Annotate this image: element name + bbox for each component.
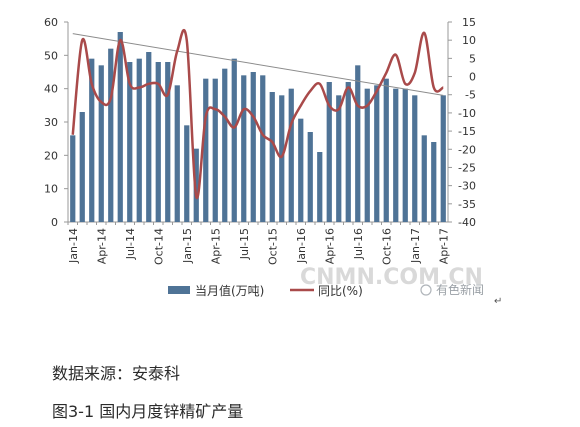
right-tick-label: -25 — [458, 161, 476, 174]
left-tick-label: 20 — [44, 149, 58, 162]
x-tick-label: Jul-16 — [352, 228, 365, 260]
right-tick-label: -10 — [458, 107, 476, 120]
bar — [336, 95, 342, 222]
bar — [79, 112, 85, 222]
right-tick-label: 10 — [462, 34, 476, 47]
x-tick-label: Apr-16 — [323, 228, 336, 264]
right-tick-label: -5 — [465, 89, 476, 102]
x-tick-label: Apr-17 — [437, 228, 450, 264]
bar-series — [70, 32, 446, 222]
right-tick-label: -35 — [458, 198, 476, 211]
x-tick-label: Oct-16 — [380, 228, 393, 265]
legend-bar-swatch — [168, 286, 190, 294]
bar — [212, 78, 218, 222]
legend-line-label: 同比(%) — [318, 284, 363, 298]
figure-caption: 图3-1 国内月度锌精矿产量 — [52, 402, 244, 421]
bar — [364, 88, 370, 222]
bar — [165, 62, 171, 222]
bar — [203, 78, 209, 222]
bar — [317, 152, 323, 222]
bar — [193, 148, 199, 222]
bar — [127, 62, 133, 222]
bar — [136, 58, 142, 222]
x-tick-label: Jul-15 — [238, 228, 251, 260]
return-mark: ↵ — [494, 296, 503, 307]
watermark-site: CNMN.COM.CN — [300, 265, 483, 290]
left-tick-label: 40 — [44, 83, 58, 96]
trendline — [72, 33, 444, 96]
yoy-line — [71, 29, 444, 200]
bar — [269, 92, 275, 222]
bar — [440, 95, 446, 222]
trendline-line — [72, 33, 444, 96]
bar — [431, 142, 437, 222]
right-tick-label: -15 — [458, 125, 476, 138]
x-tick-label: Oct-15 — [266, 228, 279, 265]
left-tick-label: 60 — [44, 16, 58, 29]
bar — [98, 65, 104, 222]
bar — [288, 88, 294, 222]
right-tick-label: -30 — [458, 180, 476, 193]
bar — [374, 85, 380, 222]
watermark-logo-icon — [420, 284, 432, 296]
line-series — [71, 29, 444, 200]
source-text: 数据来源：安泰科 — [52, 364, 181, 383]
bar — [383, 78, 389, 222]
x-tick-label: Jul-14 — [124, 228, 137, 260]
right-tick-label: -40 — [458, 216, 476, 229]
watermark: CNMN.COM.CN 有色新闻 — [300, 265, 484, 297]
bar — [70, 135, 76, 222]
bar — [241, 75, 247, 222]
bar — [222, 68, 228, 222]
bar — [421, 135, 427, 222]
legend-bar-label: 当月值(万吨) — [195, 283, 264, 298]
bar — [108, 48, 114, 222]
bar — [250, 72, 256, 222]
x-tick-label: Jan-14 — [67, 228, 80, 264]
bar — [146, 52, 152, 222]
bar — [89, 58, 95, 222]
right-tick-label: 5 — [469, 52, 476, 65]
bar — [279, 95, 285, 222]
left-tick-label: 50 — [44, 49, 58, 62]
bar — [184, 125, 190, 222]
bar — [260, 75, 266, 222]
bar — [402, 88, 408, 222]
legend: 当月值(万吨) 同比(%) — [168, 283, 363, 298]
bar — [174, 85, 180, 222]
right-tick-label: 0 — [469, 71, 476, 84]
bar — [231, 58, 237, 222]
left-tick-label: 0 — [51, 216, 58, 229]
bar — [298, 118, 304, 222]
x-tick-label: Apr-14 — [95, 228, 108, 264]
x-tick-label: Apr-15 — [209, 228, 222, 264]
bar — [326, 82, 332, 222]
bar — [307, 132, 313, 222]
x-tick-label: Jan-16 — [295, 228, 308, 264]
watermark-brand: 有色新闻 — [436, 282, 484, 297]
x-tick-label: Jan-15 — [181, 228, 194, 264]
bar — [117, 32, 123, 222]
right-tick-label: -20 — [458, 143, 476, 156]
left-tick-label: 30 — [44, 116, 58, 129]
bar — [155, 62, 161, 222]
left-tick-label: 10 — [44, 183, 58, 196]
bar — [345, 82, 351, 222]
x-tick-label: Jan-17 — [409, 228, 422, 264]
bar — [355, 65, 361, 222]
right-tick-label: 15 — [462, 16, 476, 29]
x-tick-label: Oct-14 — [152, 228, 165, 265]
bar — [393, 88, 399, 222]
bar — [412, 95, 418, 222]
